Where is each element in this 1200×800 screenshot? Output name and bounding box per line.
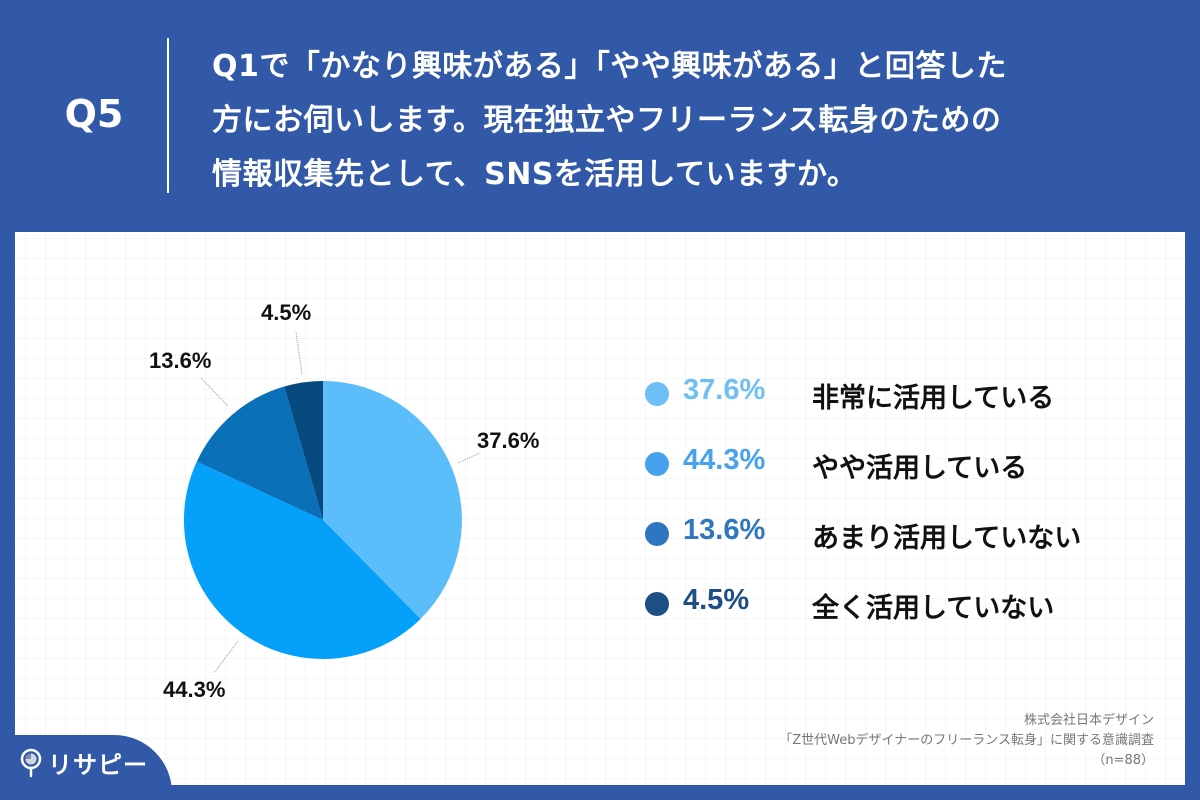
legend-item-never: 4.5% 全く活用していない <box>645 580 1105 624</box>
legend-label: やや活用している <box>812 453 1028 484</box>
legend-item-rarely: 13.6% あまり活用していない <box>645 510 1105 554</box>
pie-slice-very-active <box>323 381 462 619</box>
sample-size: （n=88） <box>1092 753 1154 768</box>
legend-pct: 13.6% <box>683 514 766 546</box>
legend-pct: 37.6% <box>683 374 766 406</box>
source-company: 株式会社日本デザイン <box>1023 713 1154 728</box>
legend-pct: 44.3% <box>683 444 766 476</box>
header-divider <box>167 38 169 193</box>
question-text: Q1で「かなり興味がある」「やや興味がある」と回答した 方にお伺いします。現在独… <box>212 40 1172 202</box>
source-footer: 株式会社日本デザイン 「Z世代Webデザイナーのフリーランス転身」に関する意識調… <box>779 711 1154 771</box>
logo: リサピー <box>20 745 148 780</box>
slice-label-very-active: 37.6% <box>477 428 540 453</box>
legend-label: あまり活用していない <box>812 523 1082 554</box>
source-survey: 「Z世代Webデザイナーのフリーランス転身」に関する意識調査 <box>779 733 1154 748</box>
legend-dot-icon <box>645 522 669 546</box>
question-line-3: 情報収集先として、SNSを活用していますか。 <box>212 157 858 192</box>
leader-line-13 <box>200 377 229 407</box>
slice-label-never: 4.5% <box>261 300 312 325</box>
slice-label-somewhat-active: 44.3% <box>163 677 226 702</box>
leader-line-4 <box>295 331 303 376</box>
leader-line-44 <box>213 640 239 674</box>
question-line-1: Q1で「かなり興味がある」「やや興味がある」と回答した <box>212 49 1007 84</box>
header: Q5 Q1で「かなり興味がある」「やや興味がある」と回答した 方にお伺いします。… <box>0 0 1200 232</box>
legend-dot-icon <box>645 592 669 616</box>
legend-label: 全く活用していない <box>812 593 1055 624</box>
pie-slice-rarely <box>196 386 323 520</box>
legend-item-somewhat-active: 44.3% やや活用している <box>645 440 1105 484</box>
legend-pct: 4.5% <box>683 584 750 616</box>
slice-label-rarely: 13.6% <box>149 348 212 373</box>
location-pin-pie-icon <box>20 748 42 777</box>
logo-text: リサピー <box>48 751 148 779</box>
legend-dot-icon <box>645 452 669 476</box>
pie-slice-never <box>284 380 323 520</box>
leader-line-37 <box>457 452 481 464</box>
question-number: Q5 <box>64 92 124 136</box>
pie-slice-somewhat-active <box>183 461 421 659</box>
legend-label: 非常に活用している <box>812 383 1055 414</box>
legend-item-very-active: 37.6% 非常に活用している <box>645 370 1105 414</box>
question-line-2: 方にお伺いします。現在独立やフリーランス転身のための <box>212 103 1002 138</box>
legend-dot-icon <box>645 382 669 406</box>
